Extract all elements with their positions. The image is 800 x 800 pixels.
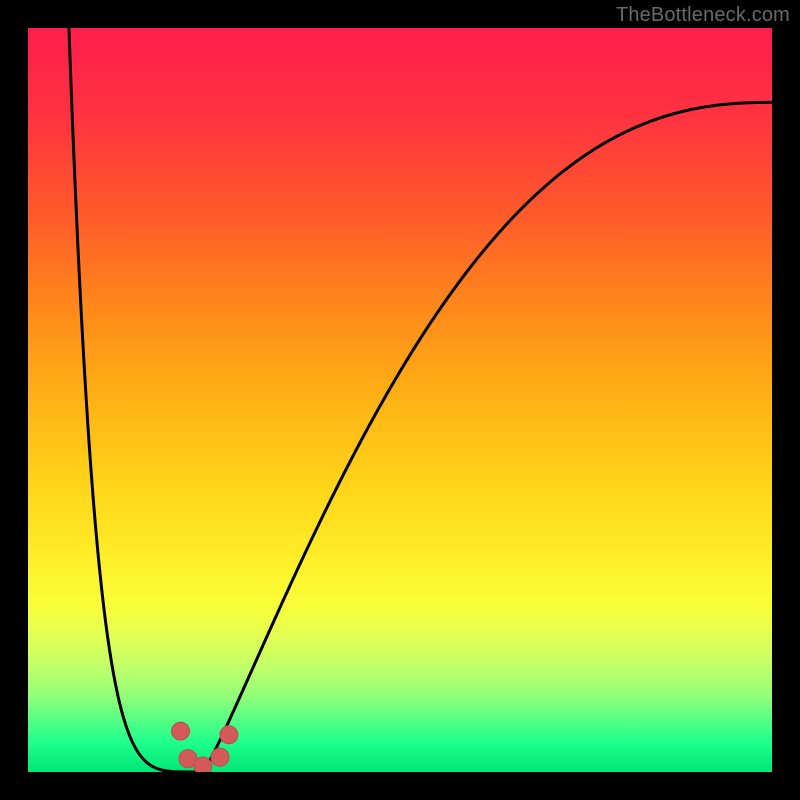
optimum-marker <box>172 722 190 740</box>
optimum-marker <box>211 748 229 766</box>
optimum-marker <box>194 757 212 772</box>
watermark-text: TheBottleneck.com <box>616 4 790 27</box>
chart-frame <box>28 28 772 772</box>
optimum-marker <box>220 726 238 744</box>
bottleneck-chart <box>28 28 772 772</box>
gradient-background <box>28 28 772 772</box>
